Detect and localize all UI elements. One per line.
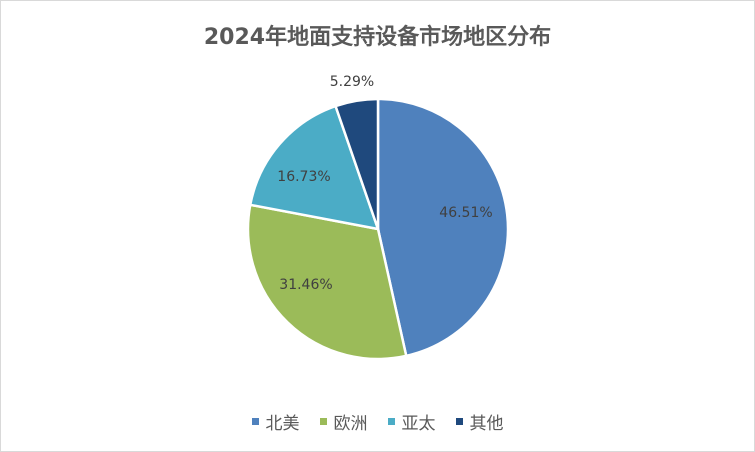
legend-label-3: 亚太 bbox=[401, 414, 436, 434]
legend-item-3: 亚太 bbox=[387, 409, 436, 434]
legend-label-2: 欧洲 bbox=[333, 414, 368, 434]
legend-label-4: 其他 bbox=[469, 414, 504, 434]
chart-title: 2024年地面支持设备市场地区分布 bbox=[203, 25, 552, 50]
legend-item-1: 北美 bbox=[251, 409, 300, 434]
data-label-3: 16.73% bbox=[277, 169, 330, 185]
pie-slice-1 bbox=[376, 97, 510, 358]
legend-swatch-2 bbox=[319, 418, 327, 425]
legend-label-1: 北美 bbox=[265, 414, 300, 434]
legend-swatch-1 bbox=[251, 418, 259, 425]
data-label-4: 5.29% bbox=[330, 74, 374, 90]
legend-swatch-3 bbox=[387, 418, 395, 425]
legend-item-4: 其他 bbox=[455, 409, 504, 434]
pie-slice-2 bbox=[246, 203, 408, 361]
legend-item-2: 欧洲 bbox=[319, 409, 368, 434]
legend-swatch-4 bbox=[455, 418, 463, 425]
chart-legend: 北美 欧洲 亚太 其他 bbox=[1, 409, 754, 434]
data-label-2: 31.46% bbox=[279, 277, 332, 293]
data-label-1: 46.51% bbox=[439, 205, 492, 221]
pie-slice-4 bbox=[333, 97, 380, 230]
